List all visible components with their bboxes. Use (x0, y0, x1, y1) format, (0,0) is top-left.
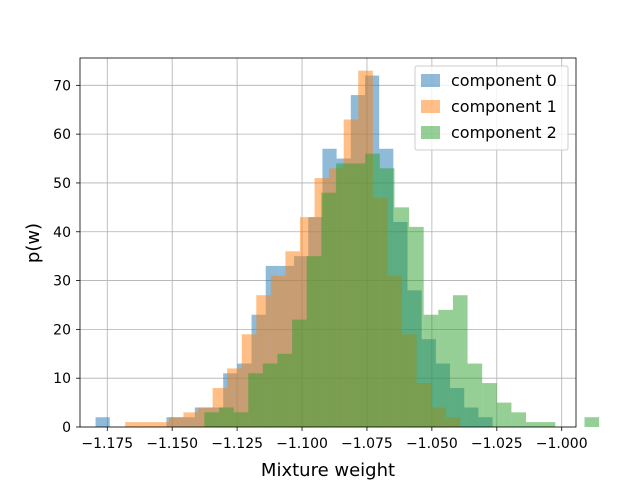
x-tick-label: −1.075 (341, 436, 393, 452)
legend-swatch-component-1 (421, 100, 440, 113)
bar-component-2 (292, 319, 307, 427)
plot-frame (79, 57, 577, 428)
y-tick-label: 70 (53, 78, 71, 94)
y-tick-label: 30 (53, 274, 71, 290)
bar-component-2 (262, 363, 278, 427)
bar-component-2 (467, 363, 483, 427)
bar-component-2 (306, 256, 322, 427)
bar-component-1 (139, 422, 155, 427)
y-tick-label: 40 (53, 225, 71, 241)
bar-component-1 (125, 422, 140, 427)
x-tick-label: −1.025 (471, 436, 523, 452)
y-tick-label: 20 (53, 322, 71, 338)
bar-component-2 (526, 422, 541, 427)
x-tick-label: −1.125 (211, 436, 263, 452)
legend-label-component-2: component 2 (451, 123, 557, 142)
bar-component-1 (168, 417, 184, 427)
y-tick-label: 0 (62, 420, 71, 436)
histogram-bars (95, 70, 600, 428)
x-tick-label: −1.150 (146, 436, 198, 452)
y-tick-label: 50 (53, 176, 71, 192)
bar-component-2 (394, 207, 410, 427)
y-tick-label: 10 (53, 371, 71, 387)
bar-component-2 (511, 412, 527, 427)
bar-component-2 (277, 353, 293, 427)
x-axis-label: Mixture weight (261, 460, 395, 480)
bar-component-2 (496, 402, 512, 427)
legend-box (414, 65, 569, 151)
bar-component-1 (183, 412, 199, 427)
bar-component-2 (365, 153, 380, 427)
bar-component-2 (233, 412, 249, 427)
bar-component-2 (452, 295, 468, 427)
bar-component-2 (409, 226, 424, 427)
bar-component-2 (248, 373, 263, 427)
legend-swatch-component-2 (421, 126, 440, 139)
y-axis-ticks: 0 10 20 30 40 50 60 70 (53, 78, 80, 436)
legend-swatch-component-0 (421, 74, 440, 87)
legend: component 0 component 1 component 2 (414, 65, 569, 151)
legend-label-component-1: component 1 (451, 97, 557, 116)
bar-component-0 (95, 417, 110, 427)
x-tick-label: −1.050 (406, 436, 458, 452)
bar-component-2 (482, 383, 497, 427)
bar-component-2 (379, 168, 395, 428)
x-tick-label: −1.100 (276, 436, 328, 452)
bar-component-2 (321, 192, 336, 427)
bar-component-2 (584, 417, 600, 427)
y-tick-label: 60 (53, 127, 71, 143)
series-2 (204, 153, 600, 428)
x-axis-ticks: −1.175 −1.150 −1.125 −1.100 −1.075 −1.050 −1.0… (81, 427, 588, 452)
bar-component-2 (219, 407, 234, 427)
bar-component-2 (438, 309, 453, 427)
bar-component-2 (423, 314, 439, 427)
bar-component-2 (335, 163, 351, 427)
y-axis-label: p(w) (23, 223, 44, 263)
bar-component-2 (350, 163, 366, 427)
x-tick-label: −1.000 (536, 436, 588, 452)
bar-component-1 (154, 422, 169, 427)
x-tick-label: −1.175 (81, 436, 133, 452)
legend-label-component-0: component 0 (451, 71, 557, 90)
bar-component-2 (204, 412, 220, 427)
bar-component-2 (540, 422, 556, 427)
